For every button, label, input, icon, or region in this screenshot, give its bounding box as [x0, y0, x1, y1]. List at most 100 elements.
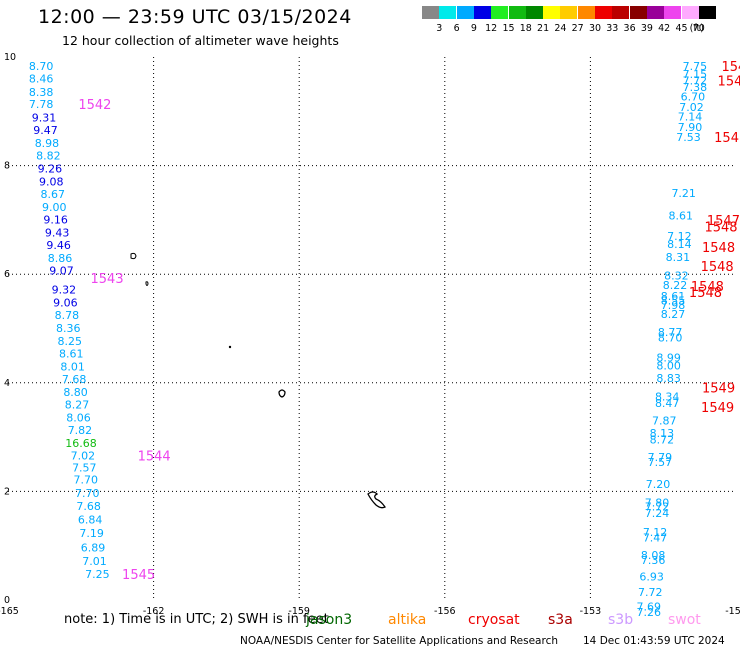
legend-label: 27	[571, 23, 584, 34]
legend-swatch	[612, 6, 630, 19]
wave-height-label: 8.36	[56, 322, 81, 335]
legend-label: 6	[453, 23, 460, 34]
wave-height-label: 8.98	[35, 137, 60, 150]
wave-height-label: 8.70	[658, 332, 683, 345]
wave-height-label: 7.38	[683, 81, 708, 94]
wave-height-label: 9.26	[38, 162, 63, 175]
wave-height-label: 8.61	[669, 210, 694, 223]
wave-height-label: 7.57	[648, 456, 673, 469]
legend-swatch	[595, 6, 612, 19]
wave-height-label: 7.98	[661, 299, 686, 312]
wave-height-label: 7.80	[645, 496, 670, 509]
legend-swatch	[577, 6, 595, 19]
wave-height-label: 8.00	[656, 359, 681, 372]
wave-height-label: 8.86	[48, 252, 73, 265]
wave-height-label: 8.67	[41, 188, 66, 201]
wave-height-label: 7.02	[679, 101, 704, 114]
wave-height-label: 8.99	[656, 351, 681, 364]
wave-height-label: 8.38	[29, 86, 53, 99]
legend-swatch	[473, 6, 491, 19]
wave-height-label: 16.68	[65, 437, 97, 450]
wave-height-label: 8.01	[60, 361, 85, 374]
wave-height-label: 8.80	[63, 386, 88, 399]
chart-title: 12:00 — 23:59 UTC 03/15/2024	[38, 6, 352, 28]
wave-height-label: 9.46	[46, 239, 71, 252]
legend-label: 33	[606, 23, 619, 34]
wave-height-label: 7.69	[637, 601, 662, 614]
wave-height-label: 7.02	[71, 450, 96, 463]
wave-height-label: 9.32	[52, 283, 77, 296]
legend-swatch	[681, 6, 699, 19]
wave-height-label: 7.68	[76, 500, 101, 513]
wave-height-label: 6.89	[81, 541, 106, 554]
legend-label: 45	[675, 23, 688, 34]
wave-height-label: 8.25	[58, 335, 82, 348]
wave-height-label: 8.70	[29, 60, 53, 73]
wave-height-label: 8.78	[55, 309, 79, 322]
x-tick-label: -165	[0, 606, 19, 617]
wave-height-label: 8.46	[29, 73, 53, 86]
footer-date: 14 Dec 01:43:59 UTC 2024	[583, 635, 725, 647]
wave-height-label: 9.06	[53, 296, 78, 309]
wave-height-label: 7.26	[637, 606, 662, 619]
wave-height-label: 7.72	[683, 74, 708, 87]
island-outline	[278, 389, 286, 398]
wave-height-label: 7.36	[641, 554, 666, 567]
wave-height-label: 7.20	[646, 478, 671, 491]
wave-height-label: 6.70	[681, 91, 706, 104]
wave-height-label: 7.82	[68, 424, 93, 437]
pass-number-label: 1547	[718, 74, 740, 89]
wave-height-label: 7.57	[72, 462, 97, 475]
wave-height-label: 9.00	[42, 201, 66, 214]
legend-unit: (ft)	[689, 23, 704, 34]
legend-swatch	[456, 6, 474, 19]
wave-height-label: 8.22	[663, 279, 688, 292]
wave-height-label: 7.72	[638, 586, 663, 599]
wave-height-label: 8.06	[66, 412, 91, 425]
wave-height-label: 8.61	[661, 290, 686, 303]
island-outline	[367, 491, 386, 509]
legend-swatch	[646, 6, 664, 19]
y-tick-label: 8	[4, 161, 10, 172]
pass-number-label: 1549	[702, 382, 735, 397]
legend-swatch	[543, 6, 561, 19]
satellite-label-swot: swot	[668, 612, 701, 628]
footer-credit: NOAA/NESDIS Center for Satellite Applica…	[240, 635, 558, 647]
wave-height-label: 7.87	[652, 414, 677, 427]
pass-number-label: 1543	[91, 272, 124, 287]
wave-height-label: 7.78	[29, 98, 53, 111]
wave-height-label: 8.77	[658, 326, 683, 339]
wave-height-label: 8.27	[65, 399, 90, 412]
legend-label: 30	[588, 23, 602, 34]
legend-label: 15	[502, 23, 515, 34]
wave-height-label: 8.83	[656, 372, 681, 385]
pass-number-label: 1548	[689, 286, 722, 301]
satellite-label-jason3: jason3	[306, 612, 353, 628]
wave-height-label: 7.19	[79, 527, 104, 540]
legend-swatch	[698, 6, 716, 19]
pass-number-label: 1547	[707, 214, 740, 229]
wave-height-label: 6.93	[639, 571, 664, 584]
wave-height-label: 8.34	[655, 390, 680, 403]
wave-height-label: 8.13	[650, 427, 675, 440]
island-outline	[145, 281, 149, 286]
pass-number-label: 1547	[721, 60, 740, 75]
x-tick-label: -150	[725, 606, 740, 617]
wave-height-label: 7.75	[683, 60, 708, 73]
pass-number-label: 1548	[691, 280, 724, 295]
wave-height-label: 7.68	[62, 373, 87, 386]
wave-height-label: 6.84	[78, 514, 103, 527]
pass-number-label: 1548	[702, 241, 735, 256]
wave-height-label: 8.32	[664, 269, 689, 282]
wave-height-label: 8.08	[641, 549, 666, 562]
island-outline	[130, 252, 137, 260]
wave-height-label: 7.01	[82, 555, 107, 568]
wave-height-label: 7.53	[676, 131, 701, 144]
wave-height-label: 7.79	[648, 451, 673, 464]
legend-label: 70	[692, 23, 705, 34]
x-tick-label: -162	[143, 606, 165, 617]
wave-height-label: 9.43	[45, 226, 69, 239]
legend-swatch	[422, 6, 439, 19]
pass-number-label: 1549	[701, 401, 734, 416]
